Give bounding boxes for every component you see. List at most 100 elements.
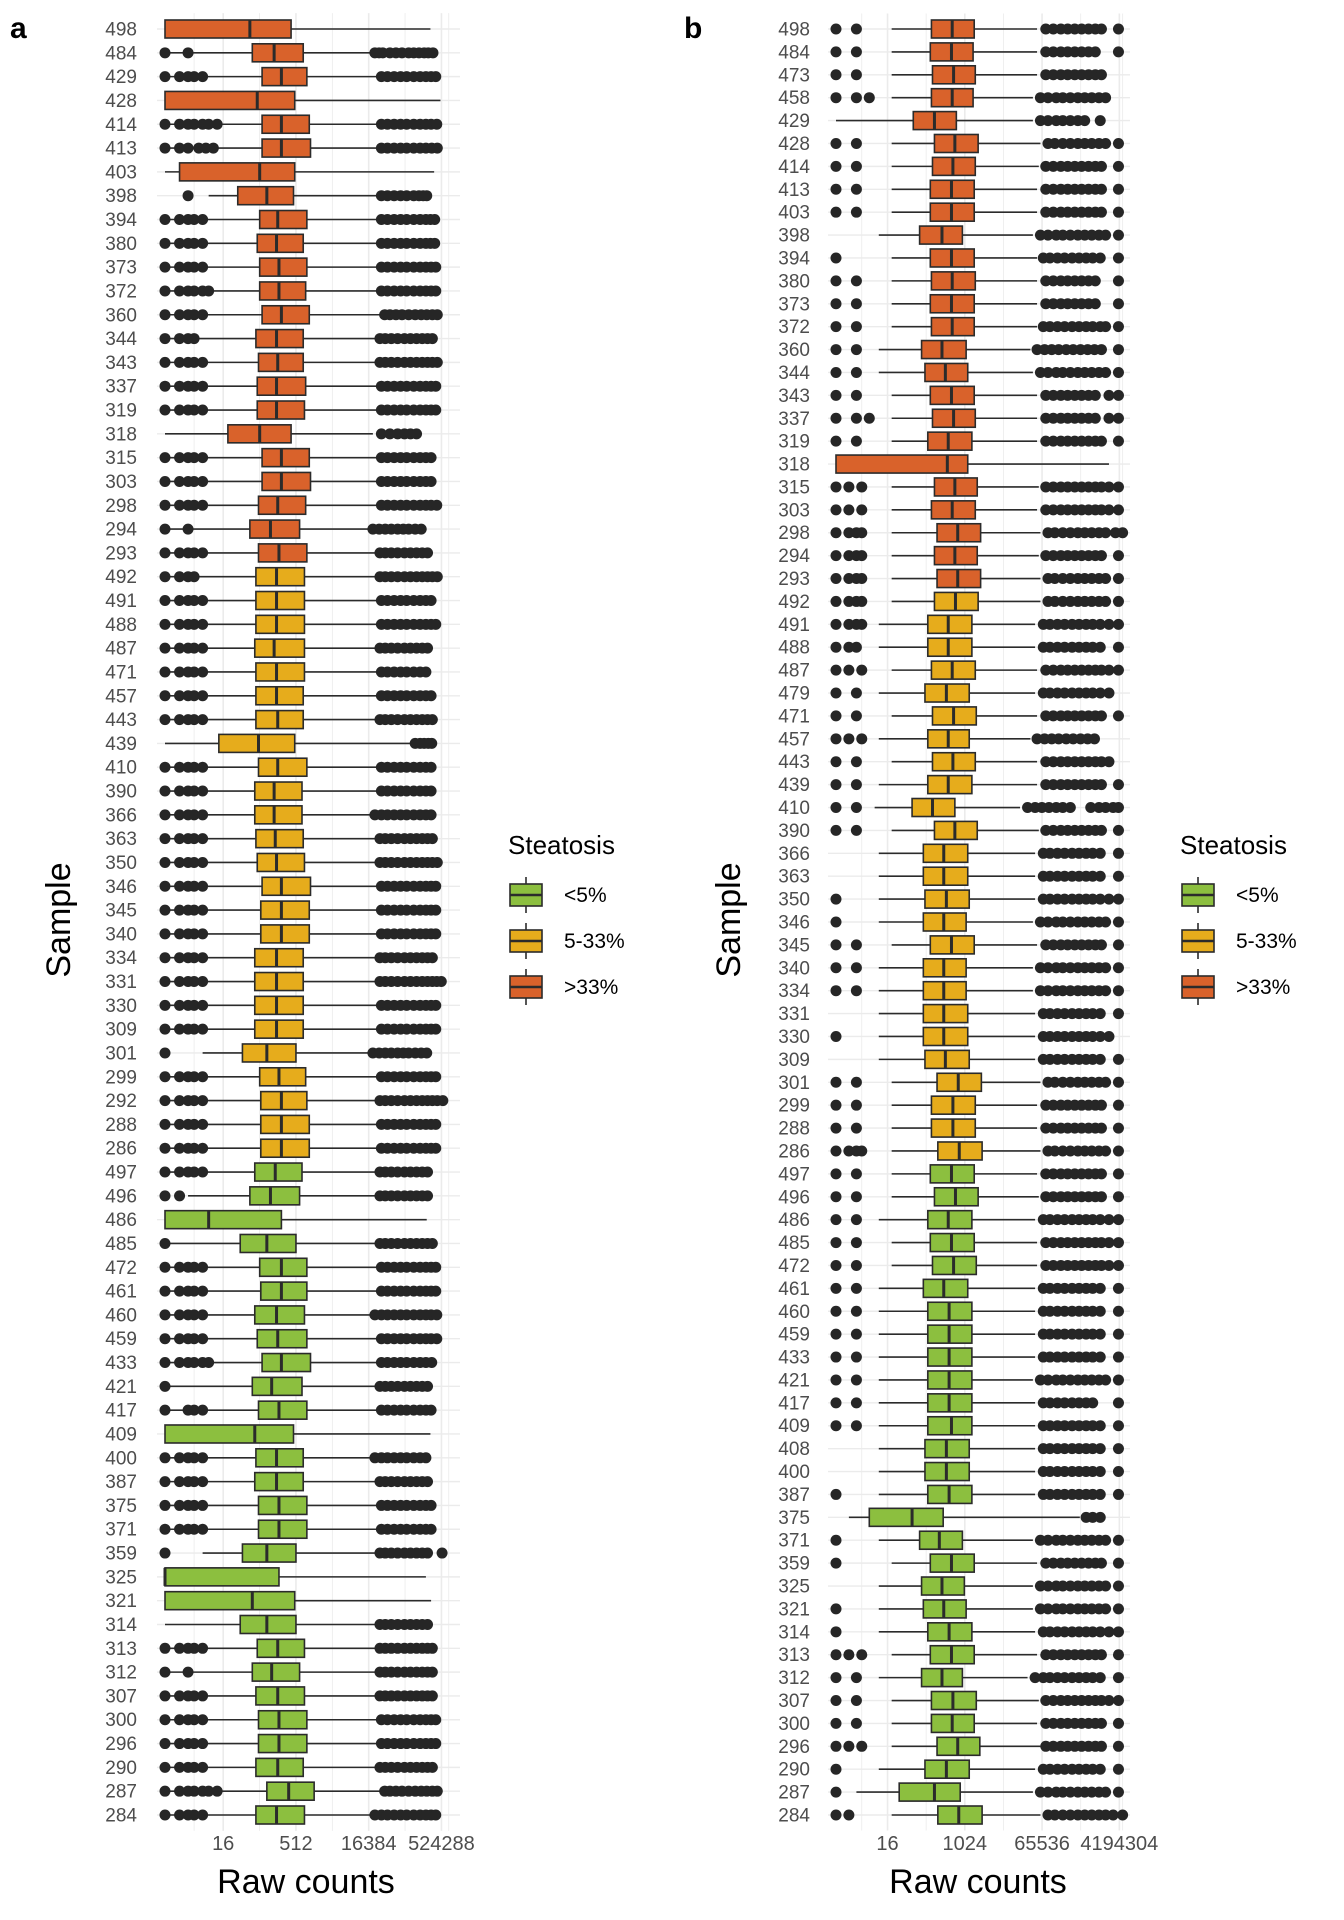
x-tick-label: 65536 bbox=[1014, 1833, 1070, 1855]
outlier-point bbox=[1059, 1443, 1071, 1455]
box-iqr bbox=[927, 431, 973, 451]
outlier-point bbox=[159, 999, 171, 1011]
outlier-point bbox=[1040, 1237, 1052, 1249]
outlier-point bbox=[159, 452, 171, 464]
box-iqr bbox=[164, 90, 296, 111]
outlier-point bbox=[1047, 298, 1059, 310]
outlier-point bbox=[1044, 847, 1056, 859]
outlier-point bbox=[830, 1649, 842, 1661]
y-tick-label: 359 bbox=[778, 1554, 810, 1575]
outlier-point bbox=[1095, 183, 1107, 195]
legend-label: <5% bbox=[564, 884, 607, 907]
outlier-point bbox=[159, 380, 171, 392]
outlier-point bbox=[188, 1142, 200, 1154]
outlier-point bbox=[830, 618, 842, 630]
outlier-point bbox=[159, 285, 171, 297]
outlier-point bbox=[830, 756, 842, 768]
box-sample-417: 417 bbox=[778, 1393, 1124, 1414]
y-tick-label: 461 bbox=[105, 1282, 137, 1303]
box-sample-484: 484 bbox=[105, 43, 439, 64]
outlier-point bbox=[1040, 1717, 1052, 1729]
outlier-point bbox=[1112, 298, 1124, 310]
outlier-point bbox=[188, 833, 200, 845]
outlier-point bbox=[1047, 1122, 1059, 1134]
outlier-point bbox=[159, 499, 171, 511]
y-tick-label: 298 bbox=[778, 523, 810, 544]
outlier-point bbox=[830, 504, 842, 516]
y-tick-label: 473 bbox=[778, 65, 810, 86]
box-sample-433: 433 bbox=[105, 1352, 438, 1374]
outlier-point bbox=[843, 1145, 855, 1157]
outlier-point bbox=[159, 1452, 171, 1464]
outlier-point bbox=[830, 366, 842, 378]
y-tick-label: 487 bbox=[105, 639, 137, 660]
legend-title: Steatosis bbox=[1180, 830, 1287, 860]
outlier-point bbox=[174, 999, 186, 1011]
outlier-point bbox=[174, 1452, 186, 1464]
outlier-point bbox=[174, 1357, 186, 1369]
y-tick-label: 299 bbox=[778, 1096, 810, 1117]
box-sample-303: 303 bbox=[105, 471, 437, 493]
outlier-point bbox=[203, 1357, 215, 1369]
outlier-point bbox=[843, 595, 855, 607]
box-iqr bbox=[257, 1495, 308, 1516]
box-sample-303: 303 bbox=[778, 500, 1124, 521]
box-iqr bbox=[927, 637, 973, 658]
y-tick-label: 290 bbox=[105, 1758, 137, 1779]
box-sample-359: 359 bbox=[778, 1553, 1124, 1575]
outlier-point bbox=[1064, 916, 1076, 928]
outlier-point bbox=[1057, 1580, 1069, 1592]
outlier-point bbox=[1094, 1282, 1106, 1294]
outlier-point bbox=[1057, 1809, 1069, 1821]
outlier-point bbox=[182, 1666, 194, 1678]
outlier-point bbox=[174, 142, 186, 154]
outlier-point bbox=[203, 285, 215, 297]
box-sample-394: 394 bbox=[778, 248, 1124, 269]
outlier-point bbox=[830, 1122, 842, 1134]
outlier-point bbox=[1047, 1649, 1059, 1661]
outlier-point bbox=[174, 666, 186, 678]
outlier-point bbox=[159, 785, 171, 797]
outlier-point bbox=[197, 214, 209, 226]
outlier-point bbox=[174, 1118, 186, 1130]
outlier-point bbox=[1047, 779, 1059, 791]
outlier-point bbox=[1047, 206, 1059, 218]
outlier-point bbox=[188, 380, 200, 392]
outlier-point bbox=[1095, 504, 1107, 516]
y-tick-label: 303 bbox=[105, 472, 137, 493]
outlier-point bbox=[850, 1397, 862, 1409]
outlier-point bbox=[1057, 573, 1069, 585]
outlier-point bbox=[1034, 916, 1046, 928]
outlier-point bbox=[430, 904, 442, 916]
outlier-point bbox=[197, 261, 209, 273]
outlier-point bbox=[850, 1351, 862, 1363]
outlier-point bbox=[1103, 481, 1115, 493]
y-tick-label: 433 bbox=[105, 1353, 137, 1374]
outlier-point bbox=[431, 356, 443, 368]
box-sample-360: 360 bbox=[105, 304, 443, 326]
outlier-point bbox=[188, 118, 200, 130]
outlier-point bbox=[830, 252, 842, 264]
box-iqr bbox=[164, 1209, 283, 1230]
outlier-point bbox=[1047, 939, 1059, 951]
outlier-point bbox=[188, 809, 200, 821]
outlier-point bbox=[830, 344, 842, 356]
outlier-point bbox=[197, 380, 209, 392]
outlier-point bbox=[174, 261, 186, 273]
outlier-point bbox=[1042, 92, 1054, 104]
outlier-point bbox=[1040, 298, 1052, 310]
outlier-point bbox=[422, 1190, 434, 1202]
outlier-point bbox=[174, 1642, 186, 1654]
outlier-point bbox=[1044, 893, 1056, 905]
outlier-point bbox=[830, 1763, 842, 1775]
box-sample-345: 345 bbox=[105, 900, 442, 922]
outlier-point bbox=[856, 1145, 868, 1157]
box-iqr bbox=[258, 257, 308, 277]
outlier-point bbox=[1085, 802, 1097, 814]
outlier-point bbox=[1031, 733, 1043, 745]
outlier-point bbox=[1034, 962, 1046, 974]
outlier-point bbox=[850, 1099, 862, 1111]
y-tick-label: 298 bbox=[105, 496, 137, 517]
outlier-point bbox=[436, 1547, 448, 1559]
outlier-point bbox=[856, 733, 868, 745]
